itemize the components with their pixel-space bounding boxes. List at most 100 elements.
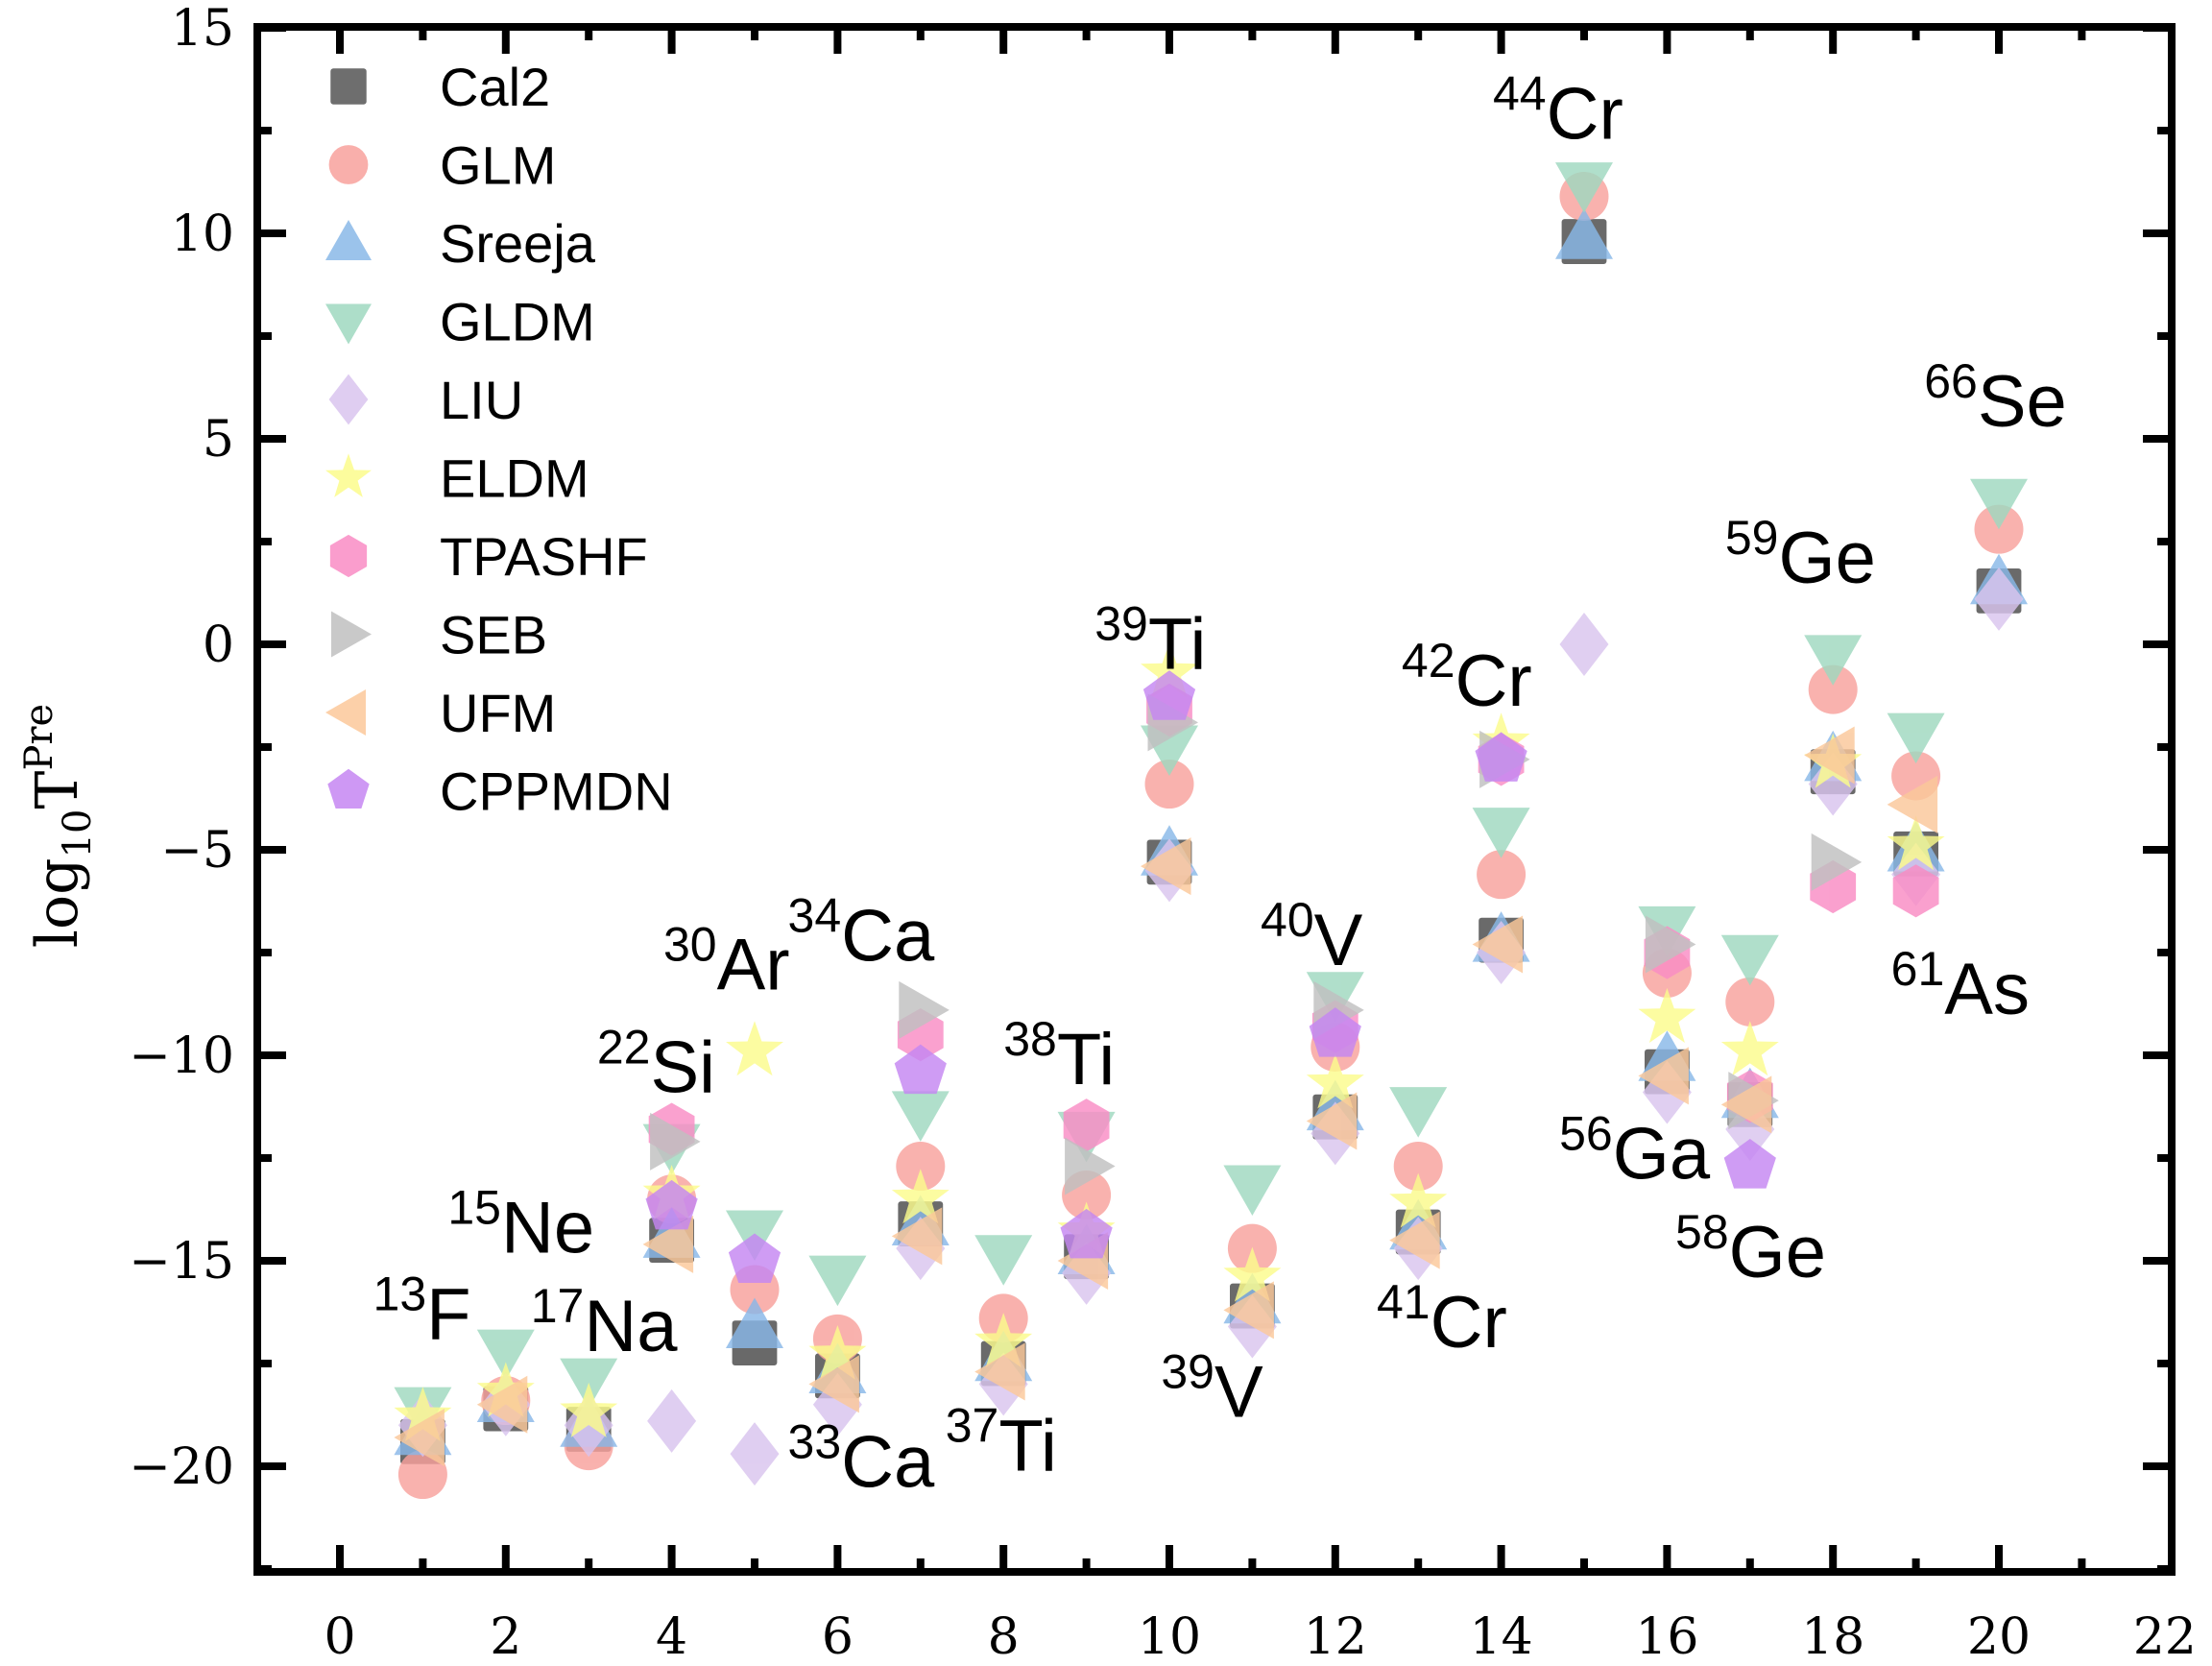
- data-point: [1475, 732, 1527, 782]
- legend-marker: [328, 374, 369, 425]
- legend-label: LIU: [440, 370, 523, 430]
- legend-marker: [325, 220, 372, 260]
- nuclide-label: 33Ca: [788, 1414, 936, 1503]
- mass-number: 39: [1161, 1345, 1214, 1399]
- data-point: [1720, 1075, 1772, 1134]
- mass-number: 58: [1675, 1205, 1729, 1259]
- mass-number: 40: [1261, 893, 1314, 947]
- mass-number: 17: [531, 1279, 585, 1333]
- element-symbol: Cr: [1547, 74, 1623, 156]
- x-tick-label: 22: [2133, 1608, 2197, 1666]
- x-tick-label: 2: [490, 1608, 521, 1666]
- data-point: [728, 1233, 781, 1284]
- legend-marker: [325, 303, 372, 345]
- nuclide-label: 15Ne: [447, 1180, 594, 1268]
- data-point: [974, 1235, 1033, 1286]
- data-point: [1645, 915, 1696, 974]
- data-point: [1804, 726, 1855, 785]
- data-point: [476, 1329, 535, 1381]
- data-point: [650, 1112, 701, 1171]
- element-symbol: As: [1944, 949, 2030, 1030]
- data-point: [1306, 1053, 1364, 1109]
- nuclide-label: 66Se: [1924, 354, 2067, 443]
- data-point: [1141, 642, 1198, 698]
- legend-marker: [325, 453, 372, 497]
- legend-label: UFM: [440, 683, 556, 743]
- legend-item-glm: [328, 145, 369, 184]
- data-point: [1638, 1047, 1689, 1105]
- element-symbol: Ti: [1057, 1019, 1116, 1100]
- mass-number: 42: [1402, 634, 1455, 688]
- data-point: [1393, 1142, 1443, 1192]
- legend-label: TPASHF: [440, 526, 648, 587]
- data-point: [1389, 1087, 1448, 1138]
- element-symbol: V: [1214, 1352, 1263, 1434]
- data-point: [1472, 808, 1530, 858]
- data-point: [808, 1324, 867, 1380]
- mass-number: 39: [1094, 597, 1148, 651]
- mass-number: 13: [373, 1267, 427, 1320]
- legend-item-gldm: [325, 303, 372, 345]
- data-point: [808, 1355, 859, 1413]
- data-point: [891, 1169, 950, 1224]
- nuclide-label: 30Ar: [663, 918, 790, 1006]
- data-point: [1223, 1281, 1274, 1340]
- data-point: [1555, 162, 1613, 213]
- data-point: [1887, 712, 1945, 764]
- element-symbol: Ca: [841, 1421, 935, 1503]
- data-point: [647, 1388, 697, 1453]
- data-point: [1477, 850, 1527, 900]
- data-point: [1223, 1165, 1282, 1216]
- data-point: [1808, 664, 1858, 714]
- data-point: [1720, 1021, 1779, 1076]
- legend-marker: [328, 145, 369, 184]
- data-point: [808, 1255, 867, 1307]
- y-axis-label-sub: 10: [56, 809, 100, 858]
- legend-label: ELDM: [440, 448, 589, 509]
- data-point: [1555, 208, 1613, 259]
- data-point: [476, 1375, 528, 1434]
- data-point: [1725, 977, 1775, 1026]
- legend-item-tpashf: [329, 534, 368, 578]
- data-point: [974, 1342, 1025, 1401]
- data-point: [1306, 1092, 1358, 1150]
- nuclide-label: 56Ga: [1559, 1106, 1711, 1195]
- mass-number: 33: [788, 1414, 842, 1468]
- x-tick-label: 14: [1470, 1608, 1533, 1666]
- data-point: [726, 1297, 783, 1348]
- x-tick-label: 0: [324, 1608, 355, 1666]
- data-point: [1472, 915, 1524, 974]
- mass-number: 56: [1559, 1106, 1613, 1160]
- data-point: [1974, 567, 2024, 631]
- data-point: [891, 1207, 943, 1266]
- data-point: [645, 1179, 698, 1230]
- nuclide-label: 37Ti: [946, 1398, 1057, 1486]
- axes: 0 2 4 6 8 10 12 14 16 18 20 22 −20 −15 −10 −5 0 5 10 15: [129, 0, 2197, 1666]
- data-point: [1063, 1099, 1110, 1152]
- y-tick-label: −15: [129, 1233, 234, 1291]
- y-axis-label-sup: Pre: [17, 704, 61, 771]
- legend-item-cal2: [330, 68, 367, 105]
- nuclide-label: 22Si: [597, 1021, 715, 1109]
- mass-number: 38: [1003, 1012, 1057, 1066]
- legend-label: CPPMDN: [440, 761, 673, 822]
- element-symbol: Ge: [1729, 1212, 1826, 1293]
- series-cppmdn: [645, 670, 1776, 1284]
- nuclide-label: 13F: [373, 1267, 471, 1355]
- element-symbol: F: [426, 1273, 470, 1355]
- data-point: [891, 1091, 950, 1142]
- element-symbol: Ti: [1148, 604, 1207, 686]
- element-symbol: Ne: [501, 1187, 594, 1268]
- mass-number: 30: [663, 918, 717, 972]
- element-symbol: Ge: [1779, 518, 1876, 599]
- legend-item-cppmdn: [327, 768, 370, 809]
- mass-number: 22: [597, 1021, 651, 1074]
- x-tick-label: 8: [988, 1608, 1020, 1666]
- y-tick-label: 5: [203, 411, 234, 469]
- data-point: [642, 1215, 694, 1273]
- x-tick-label: 12: [1304, 1608, 1367, 1666]
- legend-item-sreeja: [325, 220, 372, 260]
- x-tick-label: 10: [1138, 1608, 1201, 1666]
